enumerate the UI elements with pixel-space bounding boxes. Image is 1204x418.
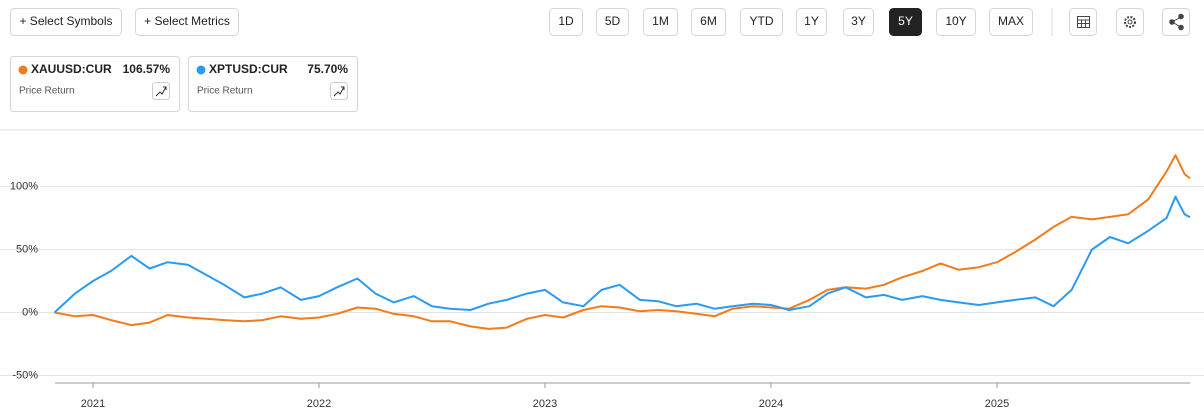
period-label: 1Y (804, 14, 819, 28)
period-button[interactable] (796, 8, 827, 36)
y-tick-label: -50% (12, 369, 38, 381)
plot: -50% 0% 50% 100% 2021 2022 2023 2024 2025 (0, 129, 1204, 410)
series-line (53, 195, 1191, 314)
share-button[interactable] (1162, 8, 1190, 36)
period-label: 1D (558, 14, 574, 28)
legend-return: 75.70% (307, 62, 348, 76)
select-metrics-label: + Select Metrics (144, 14, 230, 28)
legend-name: XAUUSD:CUR (31, 62, 112, 76)
legend-name: XPTUSD:CUR (209, 62, 288, 76)
period-label: 5Y (898, 14, 913, 28)
settings-button[interactable] (1116, 8, 1144, 36)
series-line (54, 154, 1191, 330)
select-metrics-button[interactable] (135, 8, 239, 36)
legend-swatch (196, 65, 206, 75)
period-button[interactable] (643, 8, 678, 36)
period-button[interactable] (549, 8, 583, 36)
select-symbols-label: + Select Symbols (19, 14, 112, 28)
period-label: MAX (998, 14, 1024, 28)
legend-chart-icon (155, 86, 167, 97)
period-label: 3Y (851, 14, 866, 28)
period-label: 6M (700, 14, 717, 28)
legend-chart-icon (333, 86, 345, 97)
legend-card[interactable] (10, 56, 180, 112)
share-icon (1169, 13, 1184, 31)
period-button[interactable] (936, 8, 976, 36)
period-label: YTD (750, 14, 774, 28)
period-button[interactable] (989, 8, 1033, 36)
period-button[interactable] (691, 8, 726, 36)
x-tick-label: 2025 (985, 398, 1009, 410)
table-icon (1077, 16, 1090, 28)
x-tick-label: 2021 (81, 398, 105, 410)
period-label: 1M (652, 14, 669, 28)
y-tick-label: 50% (16, 243, 38, 255)
period-label: 5D (605, 14, 621, 28)
legend-chart-button[interactable] (152, 82, 170, 100)
y-tick-label: 100% (10, 181, 38, 193)
period-buttons: 1D 5D 1M 6M YTD 1Y 3Y 5Y 10Y MAX (549, 8, 1033, 36)
period-button[interactable] (843, 8, 874, 36)
table-button[interactable] (1069, 8, 1097, 36)
legend-chart-button[interactable] (330, 82, 348, 100)
x-tick-label: 2022 (307, 398, 331, 410)
x-tick-label: 2023 (533, 398, 557, 410)
y-tick-label: 0% (22, 306, 38, 318)
legend-metric: Price Return (19, 86, 75, 97)
legend-return: 106.57% (123, 62, 171, 76)
period-button[interactable] (740, 8, 783, 36)
period-button[interactable] (889, 8, 922, 36)
legend: XAUUSD:CUR 106.57% Price Return XPTUSD:CUR 7… (10, 56, 358, 112)
settings-icon (1124, 16, 1136, 28)
legend-card[interactable] (188, 56, 358, 112)
legend-metric: Price Return (197, 86, 253, 97)
x-tick-label: 2024 (759, 398, 783, 410)
period-button[interactable] (596, 8, 629, 36)
toolbar: + Select Symbols + Select Metrics 1D 5D 1M… (10, 8, 1190, 36)
period-label: 10Y (945, 14, 966, 28)
select-symbols-button[interactable] (10, 8, 122, 36)
legend-swatch (18, 65, 28, 75)
